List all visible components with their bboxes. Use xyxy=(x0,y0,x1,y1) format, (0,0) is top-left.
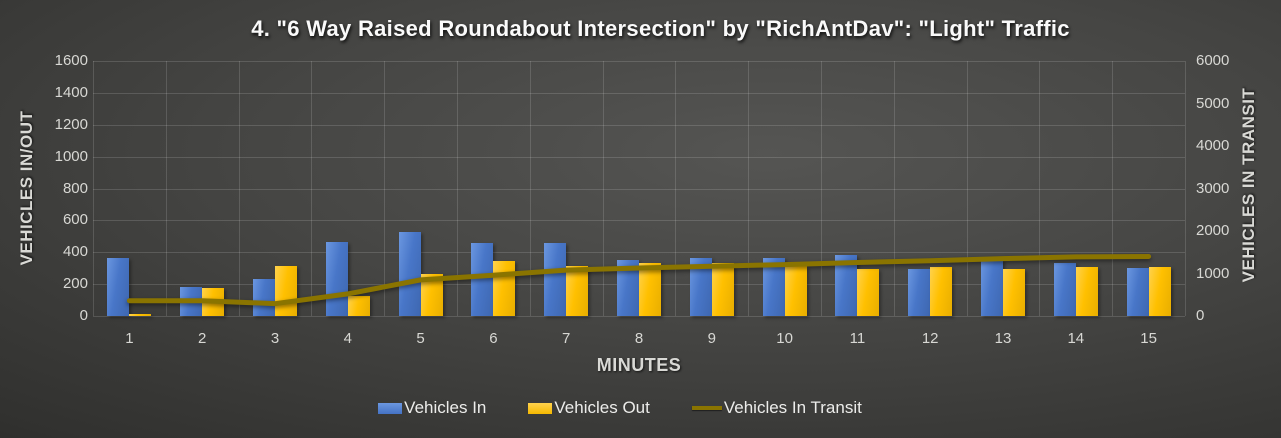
h-gridline xyxy=(93,61,1185,62)
x-axis-tick-label: 14 xyxy=(1067,330,1085,347)
v-gridline xyxy=(457,61,458,316)
bar-vehicles-in-minute-11[interactable] xyxy=(835,255,857,316)
legend-label-vehicles-out: Vehicles Out xyxy=(554,398,650,417)
right-axis-tick-label: 4000 xyxy=(1196,137,1230,154)
bar-vehicles-out-minute-1[interactable] xyxy=(129,313,151,316)
x-axis-tick-label: 6 xyxy=(489,330,498,347)
x-axis-tick-label: 1 xyxy=(125,330,134,347)
x-axis-tick-label: 13 xyxy=(994,330,1012,347)
v-gridline xyxy=(93,61,94,316)
left-axis-tick-label: 600 xyxy=(62,211,88,229)
left-axis-tick-label: 800 xyxy=(62,179,88,197)
bar-vehicles-in-minute-7[interactable] xyxy=(544,242,566,316)
left-axis-tick-label: 400 xyxy=(62,243,88,261)
v-gridline xyxy=(894,61,895,316)
legend-item-vehicles-in[interactable]: Vehicles In xyxy=(378,398,486,418)
plot-area xyxy=(93,61,1186,317)
legend-item-vehicles-in-transit[interactable]: Vehicles In Transit xyxy=(691,398,862,418)
right-axis-tick-label: 5000 xyxy=(1196,94,1230,112)
left-axis-title: VEHICLES IN/OUT xyxy=(17,110,36,266)
h-gridline xyxy=(93,124,1185,126)
bar-vehicles-in-minute-9[interactable] xyxy=(690,257,712,316)
bar-vehicles-out-minute-8[interactable] xyxy=(639,262,661,316)
bar-vehicles-in-minute-14[interactable] xyxy=(1054,263,1076,316)
h-gridline xyxy=(93,252,1185,254)
v-gridline xyxy=(1185,61,1186,316)
left-axis-tick-label: 1400 xyxy=(54,83,88,101)
right-axis-tick-label: 3000 xyxy=(1196,179,1230,197)
bar-vehicles-out-minute-15[interactable] xyxy=(1149,267,1171,316)
bar-vehicles-in-minute-8[interactable] xyxy=(617,260,639,316)
bar-vehicles-in-minute-3[interactable] xyxy=(253,278,275,316)
x-axis-tick-label: 11 xyxy=(849,330,866,347)
x-axis-tick-label: 8 xyxy=(634,330,644,347)
left-axis-tick-label: 200 xyxy=(62,275,88,293)
v-gridline xyxy=(675,61,676,316)
bar-vehicles-out-minute-9[interactable] xyxy=(712,263,734,316)
legend-item-vehicles-out[interactable]: Vehicles Out xyxy=(528,398,650,418)
bar-vehicles-out-minute-13[interactable] xyxy=(1003,268,1025,316)
h-gridline xyxy=(93,188,1185,190)
legend-label-vehicles-in-transit: Vehicles In Transit xyxy=(723,398,862,417)
left-axis-tick-label: 1000 xyxy=(54,147,88,165)
right-axis-tick-label: 6000 xyxy=(1196,52,1230,69)
v-gridline xyxy=(311,61,312,316)
right-axis-tick-label: 1000 xyxy=(1196,264,1230,282)
bar-vehicles-in-minute-13[interactable] xyxy=(981,258,1003,316)
bar-vehicles-out-minute-5[interactable] xyxy=(421,273,443,316)
line-layer xyxy=(126,254,1152,307)
right-axis-tick-label: 0 xyxy=(1196,307,1205,324)
x-axis-tick-label: 7 xyxy=(562,330,571,347)
bar-vehicles-in-minute-5[interactable] xyxy=(399,231,421,316)
left-axis-tick-label: 0 xyxy=(79,307,88,324)
x-axis-tick-label: 3 xyxy=(270,330,280,347)
right-axis-tick-label: 2000 xyxy=(1196,222,1230,239)
h-gridline xyxy=(93,316,1185,317)
v-gridline xyxy=(821,61,822,316)
v-gridline xyxy=(530,61,531,316)
x-axis-tick-label: 9 xyxy=(707,330,716,347)
x-axis-title: MINUTES xyxy=(596,355,682,375)
h-gridline xyxy=(93,92,1185,94)
bar-vehicles-in-minute-6[interactable] xyxy=(471,242,493,316)
bar-vehicles-in-minute-15[interactable] xyxy=(1127,268,1149,316)
chart-title: 4. "6 Way Raised Roundabout Intersection… xyxy=(251,16,1070,41)
vehicles-in-transit-line[interactable] xyxy=(126,254,1152,307)
vehicles-in-transit-swatch-icon xyxy=(691,406,722,410)
legend-label-vehicles-in: Vehicles In xyxy=(404,398,487,417)
x-axis-tick-label: 10 xyxy=(776,330,793,347)
bar-vehicles-out-minute-4[interactable] xyxy=(348,296,370,316)
left-axis-tick-label: 1600 xyxy=(54,52,88,69)
v-gridline xyxy=(1112,61,1113,316)
bar-vehicles-out-minute-14[interactable] xyxy=(1076,267,1098,316)
left-axis-tick-label: 1200 xyxy=(54,115,88,133)
h-gridline xyxy=(93,156,1185,158)
x-axis-tick-label: 2 xyxy=(198,330,207,347)
v-gridline xyxy=(166,61,167,316)
v-gridline xyxy=(384,61,385,316)
bar-vehicles-out-minute-12[interactable] xyxy=(930,266,952,316)
v-gridline xyxy=(603,61,604,316)
bar-vehicles-in-minute-10[interactable] xyxy=(763,257,785,316)
legend: Vehicles In Vehicles Out Vehicles In Tra… xyxy=(0,398,1240,418)
x-axis-tick-label: 12 xyxy=(921,330,939,347)
vehicles-out-swatch-icon xyxy=(528,402,553,414)
bar-vehicles-out-minute-7[interactable] xyxy=(566,265,588,316)
v-gridline xyxy=(239,61,240,316)
bar-vehicles-in-minute-1[interactable] xyxy=(107,257,129,316)
x-axis-tick-label: 15 xyxy=(1140,330,1157,347)
v-gridline xyxy=(748,61,749,316)
x-axis-tick-label: 4 xyxy=(343,330,352,347)
bar-vehicles-out-minute-10[interactable] xyxy=(785,265,807,316)
x-axis-tick-label: 5 xyxy=(416,330,425,347)
vehicles-in-swatch-icon xyxy=(378,402,403,414)
bar-vehicles-in-minute-12[interactable] xyxy=(908,268,930,316)
bar-vehicles-out-minute-11[interactable] xyxy=(857,268,879,316)
h-gridline xyxy=(93,220,1185,222)
v-gridline xyxy=(967,61,968,316)
v-gridline xyxy=(1039,61,1040,316)
